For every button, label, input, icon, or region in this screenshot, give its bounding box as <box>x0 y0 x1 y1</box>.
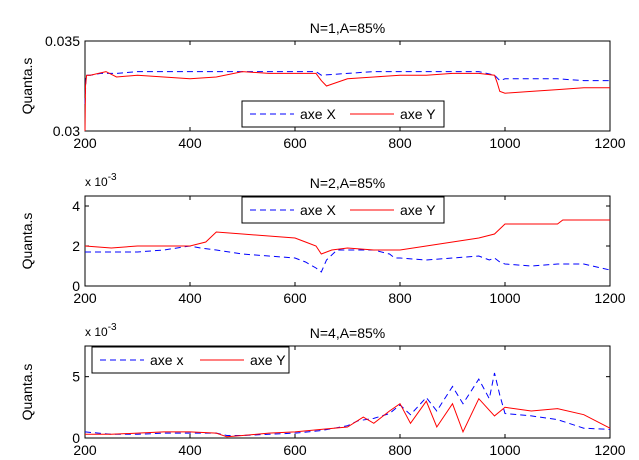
chart-title: N=4,A=85% <box>310 325 386 341</box>
legend-entry-label: axe Y <box>400 106 436 122</box>
legend: axe X axe Y <box>241 196 445 224</box>
exponent-label: x 10-3 <box>85 322 117 339</box>
legend-entry-label: axe Y <box>250 352 286 368</box>
chart-panel-3: N=4,A=85% Quanta.s 200 400 600 800 1000 1200 0 5 x… <box>19 322 626 458</box>
x-tick-label: 800 <box>388 135 412 151</box>
chart-panel-2: N=2,A=85% Quanta.s 200 400 600 800 1000 1200 0 2 4… <box>19 172 626 306</box>
legend: axe X axe Y <box>241 100 445 128</box>
y-tick-label: 0.03 <box>53 123 80 139</box>
x-tick-label: 1200 <box>594 290 625 306</box>
series-line-axe-y <box>84 71 610 132</box>
series-line-axe-y <box>85 397 611 438</box>
chart-panel-1: N=1,A=85% Quanta.s 200 400 600 800 1000 1200 0.0… <box>19 20 626 151</box>
x-tick-label: 600 <box>283 442 307 458</box>
y-axis-label: Quanta.s <box>19 213 35 270</box>
y-axis-label: Quanta.s <box>19 364 35 421</box>
y-tick-label: 5 <box>72 369 80 385</box>
x-tick-label: 200 <box>73 290 97 306</box>
exponent-base: x 10 <box>85 325 108 339</box>
x-tick-label: 1200 <box>594 442 625 458</box>
legend-entry-label: axe Y <box>400 202 436 218</box>
y-axis-label: Quanta.s <box>19 58 35 115</box>
y-tick-label: 0 <box>72 430 80 446</box>
x-tick-label: 600 <box>283 290 307 306</box>
x-tick-label: 400 <box>178 442 202 458</box>
y-tick-label: 2 <box>72 238 80 254</box>
x-tick-label: 400 <box>178 290 202 306</box>
x-tick-label: 200 <box>73 135 97 151</box>
y-tick-label: 4 <box>72 198 80 214</box>
series-line-axe-x <box>84 71 610 105</box>
legend-entry-label: axe X <box>300 106 336 122</box>
x-tick-label: 1000 <box>489 290 520 306</box>
series-line-axe-x <box>84 372 611 436</box>
x-tick-label: 1000 <box>489 442 520 458</box>
exponent-power: -3 <box>108 322 117 333</box>
y-tick-label: 0 <box>72 278 80 294</box>
legend: axe x axe Y <box>91 346 290 374</box>
x-tick-label: 400 <box>178 135 202 151</box>
x-tick-label: 200 <box>73 442 97 458</box>
x-tick-label: 800 <box>388 442 412 458</box>
exponent-base: x 10 <box>85 175 108 189</box>
series-line-axe-y <box>84 219 610 255</box>
chart-title: N=1,A=85% <box>310 20 386 36</box>
exponent-label: x 10-3 <box>85 172 117 189</box>
exponent-power: -3 <box>108 172 117 183</box>
legend-entry-label: axe x <box>150 352 183 368</box>
x-tick-label: 1000 <box>489 135 520 151</box>
x-tick-label: 800 <box>388 290 412 306</box>
y-tick-label: 0.035 <box>45 33 80 49</box>
legend-entry-label: axe X <box>300 202 336 218</box>
x-tick-label: 600 <box>283 135 307 151</box>
chart-title: N=2,A=85% <box>310 175 386 191</box>
x-tick-label: 1200 <box>594 135 625 151</box>
